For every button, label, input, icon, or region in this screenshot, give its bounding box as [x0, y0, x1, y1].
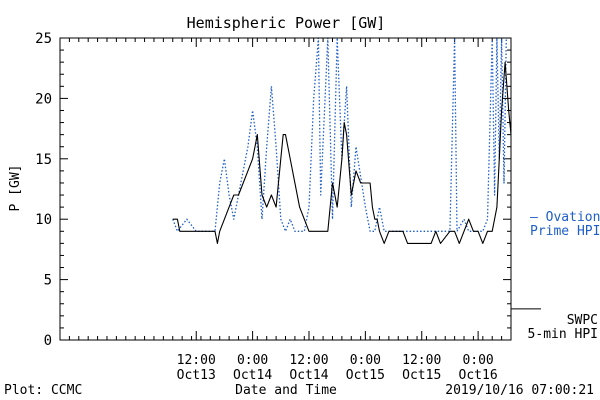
x-tick-label-time: 12:00 — [177, 353, 216, 368]
legend-ovation-label: Prime HPI — [530, 224, 600, 239]
y-axis-ticks: 0 5 10 15 20 25 — [35, 31, 511, 349]
series-layer — [172, 38, 511, 244]
x-tick-label-time: 0:00 — [350, 353, 381, 368]
x-tick-label-time: 12:00 — [289, 353, 328, 368]
legend-ovation-label: — Ovation — [530, 210, 600, 225]
plot-frame — [59, 37, 512, 341]
y-tick-label: 15 — [35, 152, 52, 168]
y-tick-label: 0 — [44, 333, 52, 349]
plot-credit: Plot: CCMC — [4, 383, 82, 398]
y-tick-label: 5 — [44, 273, 52, 289]
x-tick-label-date: Oct14 — [233, 368, 272, 383]
x-axis-ticks: 12:00Oct130:00Oct1412:00Oct140:00Oct1512… — [68, 38, 503, 383]
x-tick-label-date: Oct14 — [289, 368, 328, 383]
swpc-hpi-line — [172, 61, 511, 244]
chart-title: Hemispheric Power [GW] — [187, 14, 386, 32]
plot-timestamp: 2019/10/16 07:00:21 — [445, 383, 594, 398]
legend-swpc-label: 5-min HPI — [528, 327, 598, 342]
x-tick-label-date: Oct13 — [177, 368, 216, 383]
y-axis-label: P [GW] — [8, 165, 23, 212]
legend-swpc-label: SWPC — [567, 313, 598, 328]
x-tick-label-date: Oct16 — [459, 368, 498, 383]
x-tick-label-time: 0:00 — [237, 353, 268, 368]
y-tick-label: 20 — [35, 91, 52, 107]
x-axis-label: Date and Time — [235, 383, 337, 398]
x-tick-label-date: Oct15 — [402, 368, 441, 383]
x-tick-label-time: 12:00 — [402, 353, 441, 368]
x-tick-label-date: Oct15 — [346, 368, 385, 383]
x-tick-label-time: 0:00 — [462, 353, 493, 368]
y-tick-label: 10 — [35, 212, 52, 228]
ovation-prime-hpi-line — [172, 38, 511, 232]
y-tick-label: 25 — [35, 31, 52, 47]
